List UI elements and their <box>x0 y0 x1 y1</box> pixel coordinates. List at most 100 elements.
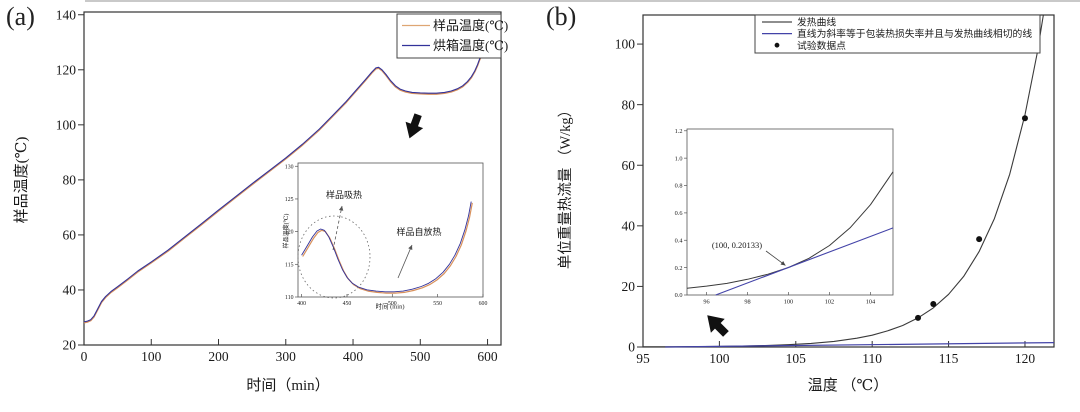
inset-y-tick-label: 115 <box>285 262 294 268</box>
inset-x-tick-label: 450 <box>343 301 352 307</box>
inset-x-tick-label: 500 <box>388 301 397 307</box>
y-tick-label: 80 <box>622 97 636 112</box>
y-tick-label: 120 <box>56 62 77 77</box>
inset-frame <box>297 162 484 298</box>
x-axis-title: 温度 （℃） <box>808 377 889 394</box>
legend-label: 试验数据点 <box>797 39 846 52</box>
x-tick-label: 100 <box>141 349 162 364</box>
panel-b-chart: 95 100 105 110 115 120 0 20 40 60 80 100 温度 （℃） 单位重量热… <box>557 14 1055 394</box>
inset-x-tick-label: 104 <box>866 299 876 306</box>
thick-pointer-arrow <box>707 315 729 337</box>
panel-b: (b) 95 100 105 110 115 120 0 20 40 60 80 100 温度 （℃） 单… <box>540 0 1080 412</box>
annotation-arrowhead <box>780 261 786 266</box>
y-tick-label: 140 <box>56 7 77 22</box>
data-point <box>915 314 922 321</box>
annotation-endotherm: 样品吸热 <box>326 189 362 200</box>
inset-y-tick-label: 130 <box>285 164 294 170</box>
inset-y-axis-title: 样品温度(℃) <box>282 214 290 249</box>
panel-a-chart: 0 100 200 300 400 500 600 20 40 60 80 100 120 140 时间（m… <box>13 7 508 394</box>
y-tick-label: 20 <box>63 338 77 353</box>
inset-x-tick-label: 96 <box>703 299 709 306</box>
panel-b-label: (b) <box>546 2 577 31</box>
thick-pointer-arrow <box>405 113 424 139</box>
x-tick-label: 200 <box>208 349 229 364</box>
inset-y-tick-label: 1.0 <box>675 155 683 162</box>
inset-tangent-line <box>715 227 894 296</box>
inset-y-tick-label: 1.2 <box>675 128 683 135</box>
inset-x-tick-label: 98 <box>744 299 750 306</box>
y-tick-label: 100 <box>615 37 636 52</box>
y-tick-label: 40 <box>63 283 77 298</box>
inset-x-tick-label: 550 <box>433 301 442 307</box>
y-axis-title: 单位重量热流量 （W/kg） <box>557 103 574 269</box>
legend-box <box>396 13 502 59</box>
annotation-arrow-line <box>332 205 343 251</box>
x-tick-label: 0 <box>81 349 88 364</box>
panel-a: (a) 0 100 200 300 400 500 600 20 40 60 80 100 120 140… <box>6 2 508 394</box>
tangent-line <box>665 342 1055 348</box>
data-point <box>1021 115 1028 122</box>
legend-label: 样品温度(℃) <box>433 18 508 33</box>
annotation-arrowhead <box>408 245 413 250</box>
tangent-point-annotation: (100, 0.20133) <box>712 240 762 250</box>
legend: 样品温度(℃) 烘箱温度(℃) <box>396 13 508 59</box>
annotation-arrow-line <box>397 244 413 279</box>
y-tick-label: 20 <box>622 279 636 294</box>
x-tick-label: 100 <box>709 351 730 366</box>
x-tick-label: 600 <box>477 349 498 364</box>
inset-oven-temp-curve <box>301 201 472 293</box>
inset-x-tick-label: 600 <box>479 301 488 307</box>
annotation-self-heating: 样品自放热 <box>396 226 441 237</box>
top-border-line <box>85 0 1080 2</box>
x-tick-label: 120 <box>1015 351 1036 366</box>
panel-a-label: (a) <box>6 2 35 31</box>
x-tick-label: 115 <box>939 351 959 366</box>
inset-x-tick-label: 100 <box>784 299 793 306</box>
legend-label: 烘箱温度(℃) <box>433 38 508 53</box>
data-point <box>930 300 937 307</box>
y-tick-label: 40 <box>622 218 636 233</box>
panel-a-plot: 0 100 200 300 400 500 600 20 40 60 80 100 120 140 时间（m… <box>13 7 508 394</box>
legend-label: 直线为斜率等于包装热损失率并且与发热曲线相切的线 <box>797 27 1032 40</box>
oven-temp-curve <box>83 56 482 323</box>
inset-y-tick-label: 0.8 <box>675 183 683 190</box>
y-tick-label: 80 <box>63 172 77 187</box>
y-tick-label: 100 <box>56 117 77 132</box>
inset-y-tick-label: 120 <box>285 230 294 236</box>
y-tick-label: 60 <box>622 158 636 173</box>
inset-y-tick-label: 0.6 <box>675 210 683 217</box>
inset-y-tick-label: 125 <box>285 197 294 203</box>
inset-sample-temp-curve <box>302 202 473 294</box>
annotation-arrowhead <box>338 206 344 211</box>
legend-label: 发热曲线 <box>797 16 836 29</box>
x-tick-label: 110 <box>862 351 882 366</box>
sample-temp-curve <box>83 57 482 324</box>
x-tick-label: 400 <box>343 349 364 364</box>
inset-y-tick-label: 0.2 <box>675 265 683 272</box>
x-tick-label: 300 <box>276 349 297 364</box>
data-point <box>976 236 983 243</box>
legend-swatch-dot <box>774 42 780 48</box>
x-axis-title: 时间（min） <box>246 377 329 394</box>
y-tick-label: 0 <box>628 340 635 355</box>
panel-b-plot: 95 100 105 110 115 120 0 20 40 60 80 100 温度 （℃） 单位重量热… <box>557 14 1055 394</box>
inset-y-tick-label: 0.4 <box>675 237 684 244</box>
plot-frame <box>83 11 502 346</box>
panel-a-inset: 400 450 500 550 600 110 115 120 125 130 时间 (min) 样品… <box>282 162 488 311</box>
inset-frame <box>686 128 894 296</box>
inset-x-tick-label: 400 <box>297 301 306 307</box>
y-tick-label: 60 <box>63 228 77 243</box>
inset-y-tick-label: 0.0 <box>675 292 683 299</box>
y-axis-title: 样品温度(℃) <box>13 137 30 224</box>
inset-x-axis-title: 时间 (min) <box>375 302 404 311</box>
x-tick-label: 95 <box>636 351 650 366</box>
panel-b-inset: 96 98 100 102 104 0.0 0.2 0.4 0.6 0.8 1.0 1.2 (100, … <box>675 128 894 306</box>
x-tick-label: 105 <box>786 351 807 366</box>
x-tick-label: 500 <box>410 349 431 364</box>
endotherm-dotted-circle <box>297 215 371 299</box>
legend-box <box>754 14 1041 54</box>
inset-x-tick-label: 102 <box>825 299 834 306</box>
inset-y-tick-label: 110 <box>285 295 294 301</box>
